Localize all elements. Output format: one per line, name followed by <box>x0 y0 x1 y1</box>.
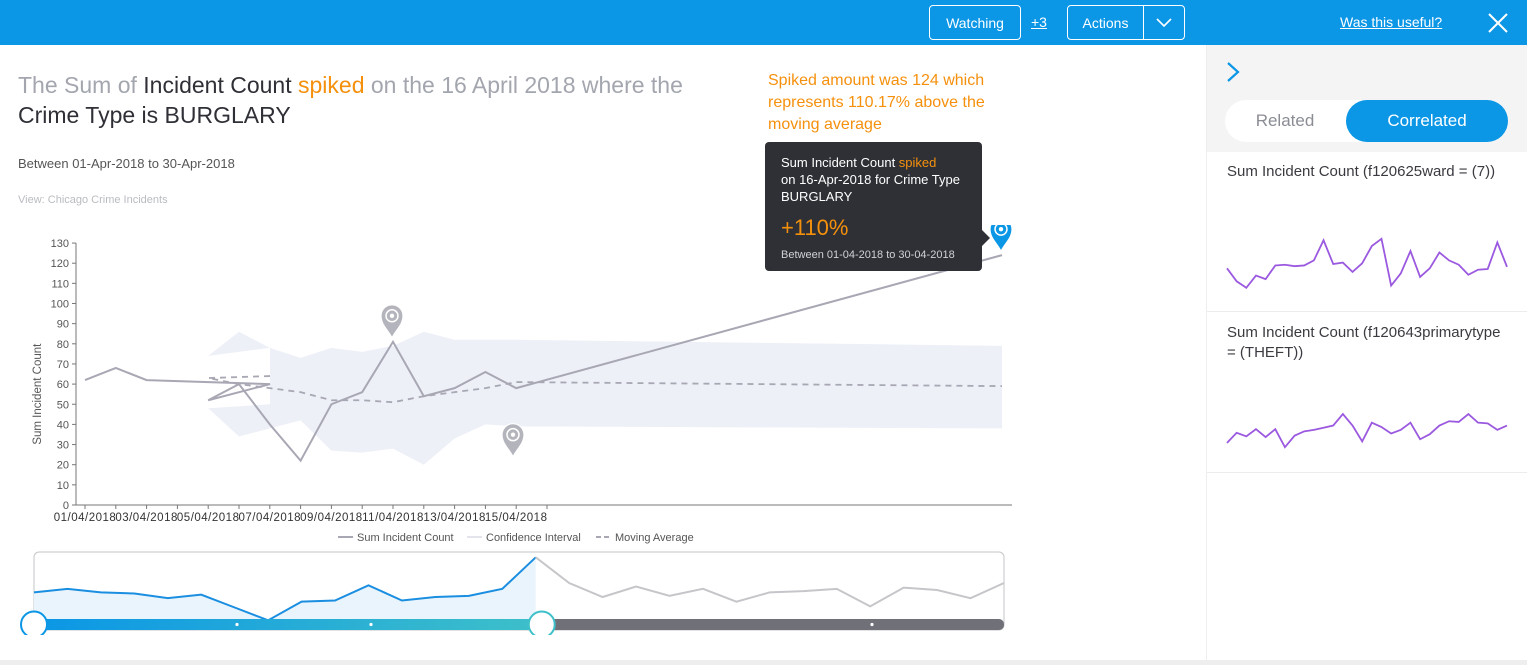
sparkline <box>1226 412 1508 449</box>
headline-text-2: on the 16 April 2018 where the <box>364 72 683 98</box>
navigator-selected-range[interactable] <box>34 619 542 630</box>
x-tick-label: 07/04/2018 <box>239 512 302 524</box>
x-tick-label: 09/04/2018 <box>300 512 363 524</box>
tooltip-line2: on 16-Apr-2018 for Crime Type BURGLARY <box>781 172 960 204</box>
y-tick-label: 0 <box>63 500 69 512</box>
y-tick-label: 130 <box>51 238 69 250</box>
card-title: Sum Incident Count (f120643primarytype =… <box>1227 324 1501 361</box>
spike-note: Spiked amount was 124 which represents 1… <box>768 72 985 133</box>
side-panel-header: Related Correlated <box>1207 45 1527 152</box>
view-label: View: Chicago Crime Incidents <box>18 194 168 206</box>
y-tick-label: 100 <box>51 299 69 311</box>
y-tick-label: 90 <box>57 319 69 331</box>
related-correlated-toggle: Related Correlated <box>1225 100 1508 142</box>
was-this-useful-link[interactable]: Was this useful? <box>1340 14 1443 30</box>
watchers-count-link[interactable]: +3 <box>1031 14 1047 30</box>
y-tick-label: 20 <box>57 460 69 472</box>
x-tick-label: 13/04/2018 <box>423 512 486 524</box>
navigator-unselected-line <box>535 556 1005 608</box>
y-tick-label: 110 <box>51 278 69 290</box>
bottom-border <box>0 660 1527 665</box>
anomaly-pin-icon[interactable] <box>380 304 404 340</box>
legend-item[interactable]: Moving Average <box>596 532 694 544</box>
headline-text: The Sum of <box>18 72 144 98</box>
actions-label[interactable]: Actions <box>1068 6 1144 39</box>
y-tick-label: 10 <box>57 480 69 492</box>
range-navigator[interactable] <box>15 545 1015 635</box>
x-tick-label: 05/04/2018 <box>177 512 240 524</box>
sparkline-path <box>1226 237 1508 289</box>
x-tick-label: 03/04/2018 <box>115 512 178 524</box>
tooltip-line1: Sum Incident Count <box>781 155 899 170</box>
y-axis-title: Sum Incident Count <box>32 343 44 445</box>
navigator-right-handle[interactable] <box>527 610 556 636</box>
navigator-selection-area <box>34 557 536 623</box>
legend-item[interactable]: Confidence Interval <box>467 532 581 544</box>
tooltip-range: Between 01-04-2018 to 30-04-2018 <box>781 249 955 261</box>
headline-spiked: spiked <box>298 72 365 98</box>
y-tick-label: 80 <box>57 339 69 351</box>
tooltip-arrow <box>982 230 990 246</box>
chevron-right-icon[interactable] <box>1224 59 1242 85</box>
sum-incident-count-line <box>84 254 1003 463</box>
close-icon[interactable] <box>1485 10 1511 36</box>
navigator-grip <box>870 622 874 627</box>
headline-measure: Incident Count <box>143 72 292 98</box>
navigator-selected-line <box>33 556 537 622</box>
svg-text:Sum Incident Count: Sum Incident Count <box>357 532 454 544</box>
y-tick-label: 40 <box>57 419 69 431</box>
x-tick-label: 11/04/2018 <box>362 512 424 524</box>
legend-item[interactable]: Sum Incident Count <box>338 532 454 544</box>
date-range-label: Between 01-Apr-2018 to 30-Apr-2018 <box>18 156 235 171</box>
headline-condition: Crime Type is BURGLARY <box>18 102 291 128</box>
correlated-card-theft[interactable]: Sum Incident Count (f120643primarytype =… <box>1207 313 1527 473</box>
y-tick-label: 50 <box>57 399 69 411</box>
tab-correlated[interactable]: Correlated <box>1346 100 1508 142</box>
y-tick-label: 60 <box>57 379 69 391</box>
y-tick-label: 120 <box>51 258 69 270</box>
correlated-card-ward[interactable]: Sum Incident Count (f120625ward = (7)) <box>1207 152 1527 312</box>
confidence-interval-band <box>208 331 1002 465</box>
svg-text:Confidence Interval: Confidence Interval <box>486 532 581 544</box>
insight-headline: The Sum of Incident Count spiked on the … <box>18 70 738 130</box>
x-tick-label: 15/04/2018 <box>485 512 548 524</box>
main-line-chart: 0 10 20 30 40 50 60 70 80 90 100 110 120 130 01/04/201… <box>32 225 1013 544</box>
navigator-left-handle[interactable] <box>20 610 48 636</box>
watching-button[interactable]: Watching <box>929 5 1021 40</box>
tooltip-percentage: +110% <box>781 215 849 240</box>
actions-dropdown[interactable]: Actions <box>1067 5 1185 40</box>
y-tick-label: 30 <box>57 440 69 452</box>
tooltip-text: Sum Incident Count spiked on 16-Apr-2018… <box>781 154 966 205</box>
navigator-grip <box>235 622 239 627</box>
side-panel: Related Correlated Sum Incident Count (f… <box>1206 45 1527 660</box>
tooltip-spiked: spiked <box>898 155 937 170</box>
sparkline-path <box>1226 412 1508 449</box>
card-title: Sum Incident Count (f120625ward = (7)) <box>1227 163 1496 180</box>
navigator-grip <box>369 622 373 627</box>
x-tick-label: 01/04/2018 <box>54 512 117 524</box>
svg-text:Moving Average: Moving Average <box>615 532 694 544</box>
spike-tooltip: Sum Incident Count spiked on 16-Apr-2018… <box>765 142 990 271</box>
top-bar: Watching +3 Actions Was this useful? <box>0 0 1527 45</box>
sparkline <box>1226 237 1508 289</box>
y-tick-label: 70 <box>57 359 69 371</box>
chevron-down-icon[interactable] <box>1144 6 1184 39</box>
anomaly-pin-icon[interactable] <box>989 225 1013 253</box>
anomaly-pin-icon[interactable] <box>501 423 525 459</box>
tab-related[interactable]: Related <box>1255 111 1315 130</box>
